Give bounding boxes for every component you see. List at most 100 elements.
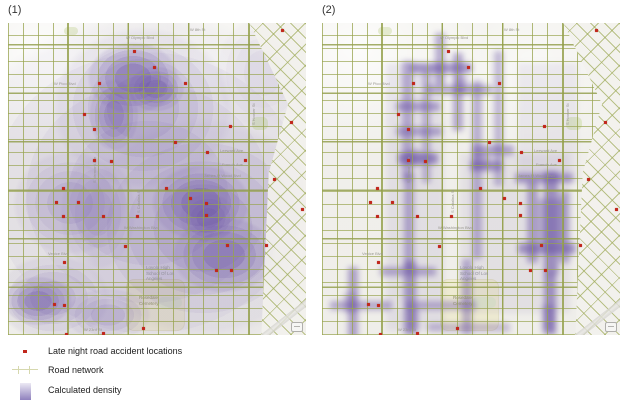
accident-point xyxy=(101,214,105,218)
accident-point xyxy=(141,326,145,330)
accident-point xyxy=(415,331,419,335)
street-label: Loyola High School Of Los Angeles xyxy=(460,265,489,282)
accident-point xyxy=(54,200,58,204)
street-label: W 23rd St xyxy=(84,327,102,332)
accident-point xyxy=(376,260,380,264)
street-label: Leeward Ave xyxy=(220,148,244,153)
legend-item-accidents: Late night road accident locations xyxy=(10,342,182,360)
accident-point xyxy=(97,81,101,85)
accident-point xyxy=(204,213,208,217)
accident-point xyxy=(123,244,127,248)
road-network-symbol xyxy=(10,364,40,375)
accident-points-layer xyxy=(8,23,306,335)
accident-point xyxy=(542,124,546,128)
street-labels: W Olympic Blvd W 8th St W Pico Blvd S Vermo… xyxy=(8,23,306,335)
accident-point xyxy=(280,28,284,32)
legend-label: Calculated density xyxy=(48,385,122,395)
accident-point xyxy=(455,326,459,330)
accident-point xyxy=(228,124,232,128)
street-label: W Pico Blvd xyxy=(54,81,76,86)
accident-points-layer xyxy=(322,23,620,335)
accident-point xyxy=(188,196,192,200)
accident-point xyxy=(109,159,113,163)
accident-point xyxy=(204,201,208,205)
accident-point xyxy=(225,243,229,247)
accident-point xyxy=(437,244,441,248)
street-label: James M Wood Blvd xyxy=(518,173,555,178)
accident-point xyxy=(52,302,56,306)
accident-point xyxy=(82,112,86,116)
accident-point xyxy=(173,140,177,144)
street-label: James M Wood Blvd xyxy=(204,173,241,178)
accident-point xyxy=(543,268,547,272)
accident-point xyxy=(164,186,168,190)
street-label: Rosedale Cemetery xyxy=(453,295,473,306)
accident-point xyxy=(390,200,394,204)
accident-point xyxy=(64,332,68,335)
accident-point xyxy=(61,186,65,190)
map-panel-2: W Olympic Blvd W 8th St W Pico Blvd S Vermo… xyxy=(322,23,620,335)
accident-point xyxy=(502,196,506,200)
panel-1-label: (1) xyxy=(8,4,22,16)
road-grid xyxy=(8,23,289,335)
street-label: W 23rd St xyxy=(398,327,416,332)
legend-item-density: Calculated density xyxy=(10,379,182,401)
accident-point xyxy=(578,243,582,247)
legend-item-road-network: Road network xyxy=(10,360,182,379)
accident-point xyxy=(366,302,370,306)
accident-point xyxy=(135,214,139,218)
accident-point xyxy=(92,127,96,131)
accident-point xyxy=(594,28,598,32)
street-label: W Olympic Blvd xyxy=(126,35,155,40)
street-labels: W Olympic Blvd W 8th St W Pico Blvd S Vermo… xyxy=(322,23,620,335)
accident-point xyxy=(264,243,268,247)
panel-2-label: (2) xyxy=(322,4,336,16)
accident-point xyxy=(518,213,522,217)
accident-point xyxy=(300,207,304,211)
accident-point xyxy=(423,159,427,163)
accident-point xyxy=(539,243,543,247)
accident-point xyxy=(497,81,501,85)
accident-point xyxy=(62,260,66,264)
street-label: W Washington Blvd xyxy=(124,225,159,230)
legend-label: Late night road accident locations xyxy=(48,346,183,356)
accident-point xyxy=(446,49,450,53)
accident-point xyxy=(586,177,590,181)
accident-point xyxy=(415,214,419,218)
street-label: W 8th St xyxy=(504,27,520,32)
density-gradient-symbol xyxy=(10,381,40,400)
accident-point xyxy=(229,268,233,272)
map-panel-1: W Olympic Blvd W 8th St W Pico Blvd S Vermo… xyxy=(8,23,306,335)
accident-point xyxy=(487,140,491,144)
accident-point xyxy=(603,120,607,124)
accident-point xyxy=(132,49,136,53)
street-label: W Pico Blvd xyxy=(368,81,390,86)
accident-point-symbol xyxy=(10,349,40,353)
accident-point xyxy=(214,268,218,272)
street-label: Loyola High School Of Los Angeles xyxy=(146,265,175,282)
street-label: Venice Blvd xyxy=(362,251,383,256)
accident-point xyxy=(243,158,247,162)
accident-point xyxy=(61,214,65,218)
legend: Late night road accident locations Road … xyxy=(10,342,182,401)
accident-point xyxy=(272,177,276,181)
accident-point xyxy=(406,158,410,162)
accident-point xyxy=(396,112,400,116)
street-label: Leeward Ave xyxy=(534,148,558,153)
accident-point xyxy=(449,214,453,218)
accident-point xyxy=(557,158,561,162)
road-grid xyxy=(322,23,603,335)
accident-point xyxy=(205,150,209,154)
accident-point xyxy=(289,120,293,124)
accident-point xyxy=(519,150,523,154)
accident-point xyxy=(183,81,187,85)
street-label: Rosedale Cemetery xyxy=(139,295,159,306)
accident-point xyxy=(378,332,382,335)
accident-point xyxy=(411,81,415,85)
accident-point xyxy=(152,65,156,69)
legend-label: Road network xyxy=(48,364,104,375)
accident-point xyxy=(614,207,618,211)
accident-point xyxy=(92,158,96,162)
street-label: Venice Blvd xyxy=(48,251,69,256)
